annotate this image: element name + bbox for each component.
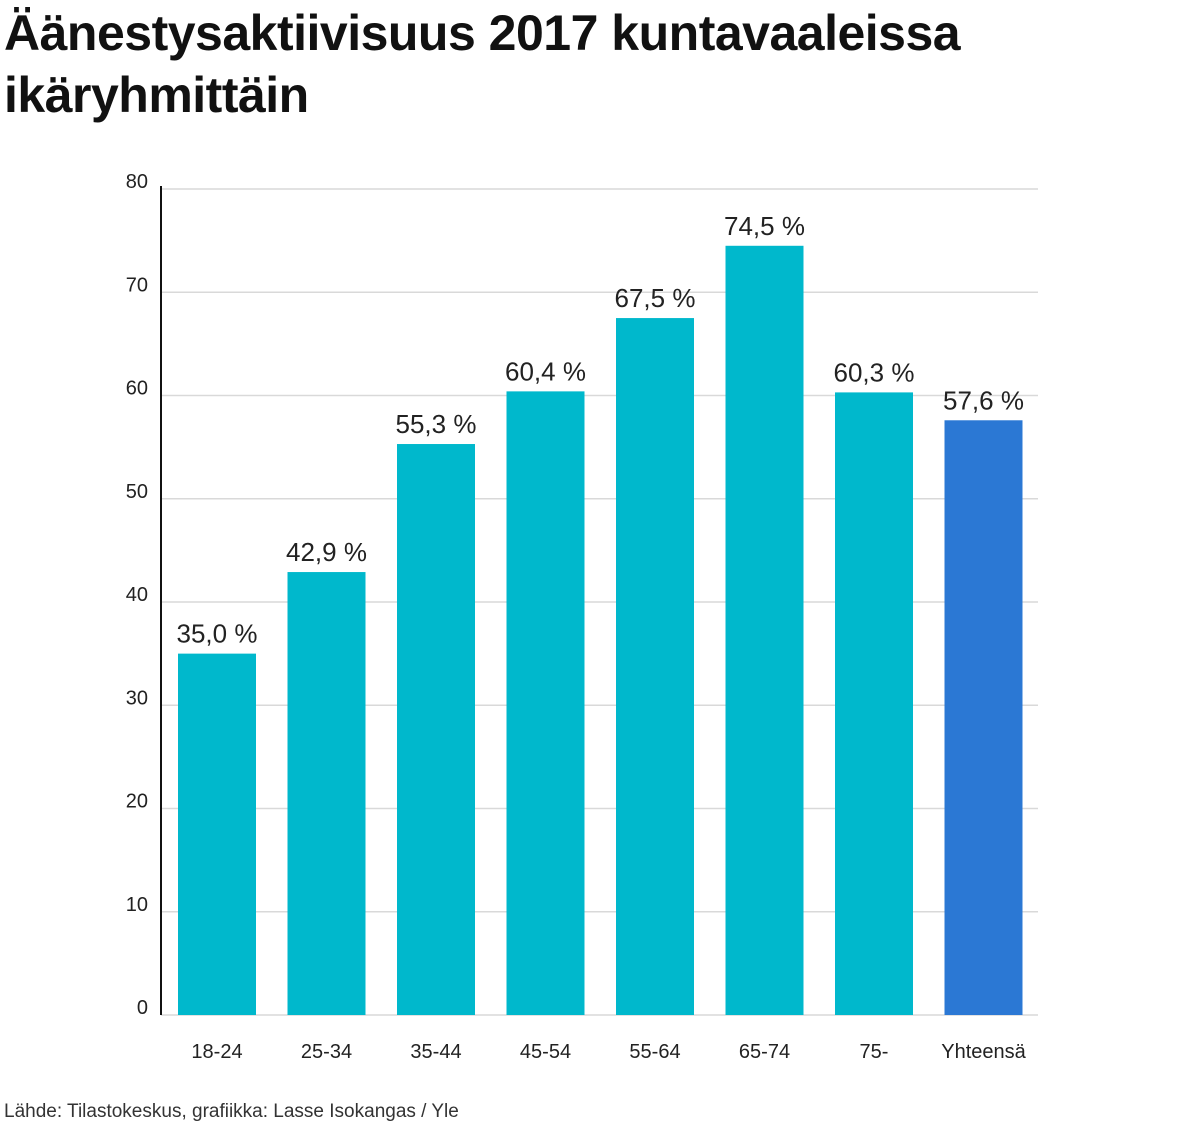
y-tick-label: 20 <box>126 791 148 813</box>
x-tick-label: 25-34 <box>301 1041 352 1063</box>
source-note: Lähde: Tilastokeskus, grafiikka: Lasse I… <box>4 1101 459 1122</box>
y-tick-label: 0 <box>137 997 148 1019</box>
bar-65-74 <box>725 245 804 1016</box>
chart-title: Äänestysaktiivisuus 2017 kuntavaaleissa … <box>4 2 1184 126</box>
bars <box>178 245 1023 1016</box>
bar-18-24 <box>178 653 256 1015</box>
bar-45-54 <box>506 391 585 1015</box>
y-axis-ticks: 0 10 20 30 40 50 60 70 80 <box>126 171 148 1019</box>
bar-75- <box>835 392 913 1016</box>
y-tick-label: 40 <box>126 584 148 606</box>
bar-55-64 <box>616 318 694 1015</box>
x-tick-label: Yhteensä <box>941 1041 1026 1063</box>
data-label: 55,3 % <box>396 409 477 439</box>
chart-title-line-1: Äänestysaktiivisuus 2017 kuntavaaleissa <box>4 5 961 61</box>
y-tick-label: 60 <box>126 378 148 400</box>
x-tick-label: 45-54 <box>520 1041 571 1063</box>
x-tick-label: 75- <box>860 1041 889 1063</box>
data-labels: 35,0 % 42,9 % 55,3 % 60,4 % 67,5 % 74,5 % 60,3… <box>177 211 1024 649</box>
x-axis-ticks: 18-24 25-34 35-44 45-54 55-64 65-74 75- Yhteens… <box>191 1041 1026 1063</box>
y-tick-label: 80 <box>126 171 148 193</box>
y-tick-label: 50 <box>126 481 148 503</box>
x-tick-label: 65-74 <box>739 1041 790 1063</box>
y-tick-label: 70 <box>126 274 148 296</box>
y-tick-label: 10 <box>126 894 148 916</box>
chart-title-line-2: ikäryhmittäin <box>4 67 309 123</box>
data-label: 74,5 % <box>724 211 805 241</box>
bar-25-34 <box>287 572 366 1015</box>
bar-Yhteensä <box>944 420 1023 1015</box>
bar-35-44 <box>397 444 475 1016</box>
x-tick-label: 55-64 <box>629 1041 680 1063</box>
data-label: 35,0 % <box>177 619 258 649</box>
data-label: 42,9 % <box>286 537 367 567</box>
y-tick-label: 30 <box>126 687 148 709</box>
data-label: 57,6 % <box>943 385 1024 415</box>
data-label: 67,5 % <box>615 283 696 313</box>
data-label: 60,4 % <box>505 356 586 386</box>
x-tick-label: 18-24 <box>191 1041 242 1063</box>
data-label: 60,3 % <box>834 357 915 387</box>
x-tick-label: 35-44 <box>410 1041 461 1063</box>
